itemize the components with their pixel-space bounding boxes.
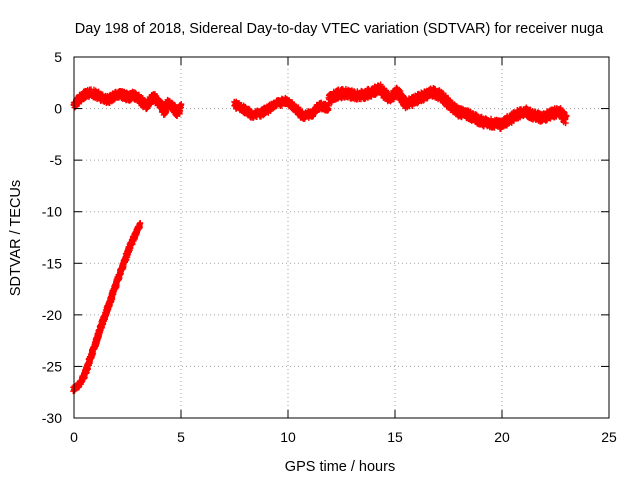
x-tick-label: 10: [280, 429, 296, 445]
data-point: [176, 107, 183, 114]
tick-label-layer: 5 0 -5 -10 -15 -20 -25 -30 0 5 10 15 20 25: [42, 49, 617, 445]
y-tick-label: -25: [42, 358, 62, 374]
y-tick-label: 5: [54, 49, 62, 65]
y-axis-label: SDTVAR / TECUs: [8, 180, 24, 296]
data-point: [562, 115, 569, 122]
y-tick-label: -5: [50, 152, 63, 168]
tick-layer: [73, 56, 610, 419]
x-axis-label: GPS time / hours: [285, 459, 395, 475]
series-segment-3: [325, 81, 570, 132]
data-point: [136, 221, 143, 228]
plot-frame: [73, 56, 610, 419]
y-tick-label: -10: [42, 204, 62, 220]
y-tick-label: -30: [42, 410, 62, 426]
data-point: [178, 101, 185, 108]
series-segment-2: [231, 94, 332, 122]
x-tick-label: 15: [387, 429, 403, 445]
series-segment-1: [70, 86, 185, 119]
y-tick-label: -15: [42, 255, 62, 271]
x-tick-label: 20: [494, 429, 510, 445]
y-tick-label: 0: [54, 101, 62, 117]
data-layer: [70, 81, 570, 395]
chart-title: Day 198 of 2018, Sidereal Day-to-day VTE…: [75, 21, 604, 37]
x-tick-label: 25: [601, 429, 617, 445]
grid-layer: [74, 57, 609, 418]
x-tick-label: 5: [177, 429, 185, 445]
series-ramp: [70, 219, 144, 395]
y-tick-label: -20: [42, 307, 62, 323]
x-tick-label: 0: [70, 429, 78, 445]
